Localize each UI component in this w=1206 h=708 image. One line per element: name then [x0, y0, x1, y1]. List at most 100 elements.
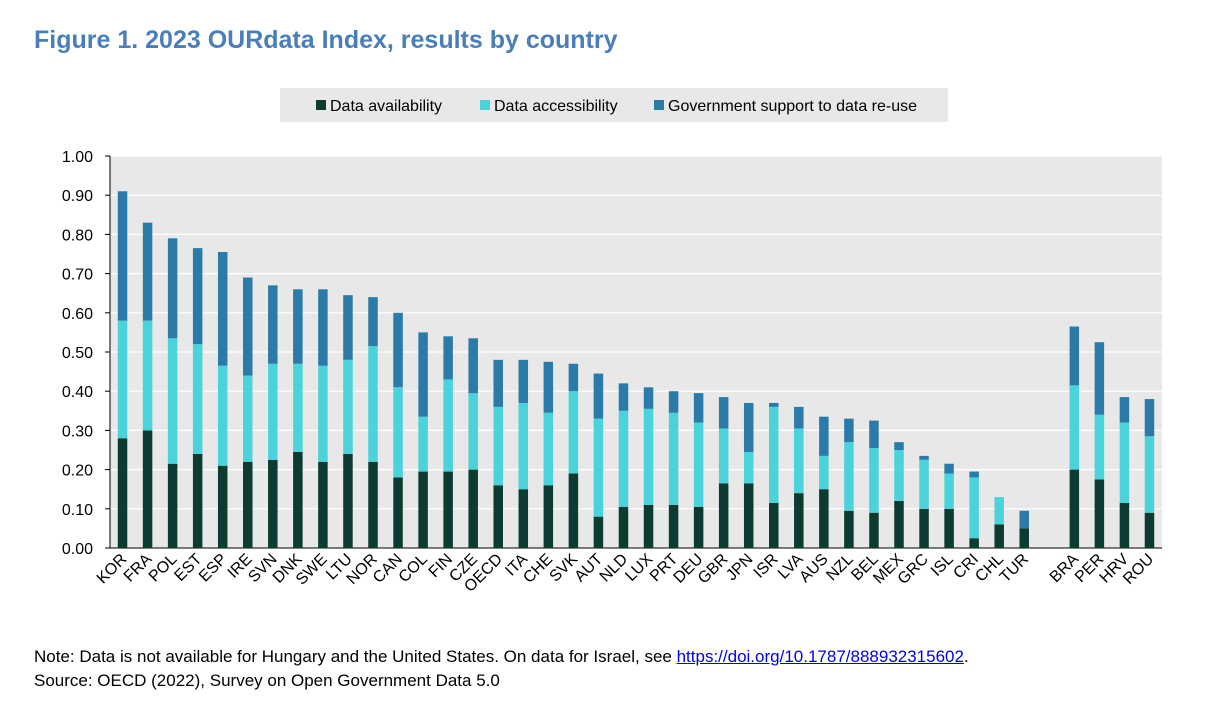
- notes: Note: Data is not available for Hungary …: [34, 645, 969, 693]
- bar-segment-che-support: [543, 361, 554, 413]
- y-tick-label: 1.00: [62, 149, 93, 166]
- stacked-bar-chart: Data availability Data accessibility Gover…: [62, 88, 1162, 596]
- y-tick-label: 0.60: [62, 306, 93, 323]
- bar-segment-svn-support: [268, 285, 278, 364]
- bar-segment-hrv-accessibility: [1119, 422, 1130, 503]
- bar-segment-gbr-availability: [718, 483, 729, 548]
- bar-segment-cze-support: [468, 338, 478, 394]
- legend: Data availability Data accessibility Gover…: [280, 88, 948, 122]
- bar-segment-svk-accessibility: [568, 391, 579, 474]
- bar-segment-svk-support: [568, 363, 579, 392]
- bar-segment-dnk-availability: [293, 451, 303, 548]
- legend-swatch-availability: [316, 100, 326, 110]
- bar-segment-bel-accessibility: [869, 448, 879, 513]
- bar-segment-svn-availability: [268, 459, 278, 548]
- bar-segment-bra-availability: [1069, 469, 1080, 548]
- bar-segment-ita-accessibility: [518, 402, 529, 490]
- bar-segment-oecd-availability: [493, 485, 503, 548]
- bar-segment-fin-support: [443, 336, 453, 380]
- bar-segment-pol-accessibility: [167, 338, 178, 464]
- bar-segment-cri-accessibility: [969, 477, 979, 539]
- bar-segment-pol-availability: [167, 463, 178, 548]
- bar-segment-lva-support: [794, 406, 804, 429]
- bar-segment-tur-support: [1019, 510, 1029, 529]
- bar-segment-lva-availability: [794, 493, 804, 548]
- bar-segment-can-support: [393, 312, 403, 388]
- bar-segment-cze-availability: [468, 469, 478, 548]
- legend-label: Government support to data re-use: [668, 98, 917, 115]
- bar-segment-ltu-availability: [343, 453, 353, 548]
- plot-area: 0.00 0.10 0.20 0.30 0.40 0.50 0.60 0.70 0.80 0.90…: [62, 149, 1162, 596]
- bar-segment-aut-support: [593, 373, 604, 419]
- y-tick-label: 0.90: [62, 188, 93, 205]
- bar-segment-deu-availability: [693, 506, 704, 548]
- bar-segment-prt-accessibility: [668, 412, 679, 505]
- bar-segment-oecd-support: [493, 359, 503, 407]
- bar-segment-bel-support: [869, 420, 879, 449]
- y-tick-label: 0.10: [62, 502, 93, 519]
- bar-segment-ltu-accessibility: [343, 359, 353, 454]
- bar-segment-mex-availability: [894, 500, 904, 548]
- note-text: Note: Data is not available for Hungary …: [34, 647, 677, 666]
- bar-segment-isl-accessibility: [944, 473, 954, 509]
- legend-label: Data accessibility: [494, 98, 618, 115]
- bar-segment-che-accessibility: [543, 412, 554, 486]
- bar-segment-hrv-support: [1119, 397, 1130, 423]
- bar-segment-prt-support: [668, 391, 679, 413]
- y-tick-label: 0.80: [62, 227, 93, 244]
- bar-segment-esp-support: [217, 252, 228, 366]
- bar-segment-ire-accessibility: [243, 375, 253, 462]
- x-tick-label: ISR: [751, 551, 782, 582]
- bar-segment-kor-support: [117, 191, 128, 321]
- x-tick-label: TUR: [997, 551, 1032, 586]
- bar-segment-jpn-accessibility: [743, 451, 754, 484]
- legend-label: Data availability: [330, 98, 442, 115]
- bar-segment-jpn-support: [743, 402, 754, 452]
- bar-segment-cze-accessibility: [468, 393, 478, 470]
- bar-segment-gbr-support: [718, 397, 729, 429]
- bar-segment-jpn-availability: [743, 483, 754, 548]
- bar-segment-lux-support: [643, 387, 654, 409]
- bar-segment-can-accessibility: [393, 387, 403, 478]
- bar-segment-est-accessibility: [192, 344, 203, 454]
- bar-segment-lux-availability: [643, 504, 654, 548]
- bar-segment-prt-availability: [668, 504, 679, 548]
- bar-segment-col-availability: [418, 471, 428, 548]
- bar-segment-grc-accessibility: [919, 459, 929, 509]
- bar-segment-aus-accessibility: [819, 455, 829, 490]
- bar-segment-lva-accessibility: [794, 428, 804, 494]
- note-suffix: .: [963, 647, 969, 666]
- bar-segment-mex-accessibility: [894, 450, 904, 501]
- legend-swatch-accessibility: [480, 100, 490, 110]
- bar-segment-hrv-availability: [1119, 502, 1130, 548]
- bar-segment-col-accessibility: [418, 416, 428, 472]
- bar-segment-nld-availability: [618, 506, 629, 548]
- bar-segment-mex-support: [894, 442, 904, 450]
- bar-segment-nzl-availability: [844, 510, 854, 548]
- bar-segment-isl-availability: [944, 508, 954, 548]
- bar-segment-nor-availability: [368, 461, 378, 548]
- bar-segment-fin-availability: [443, 471, 453, 548]
- bar-segment-svn-accessibility: [268, 363, 278, 460]
- bar-segment-aut-accessibility: [593, 418, 604, 517]
- bar-segment-esp-accessibility: [217, 365, 228, 466]
- bar-segment-nor-support: [368, 297, 378, 347]
- bar-segment-ita-availability: [518, 489, 529, 548]
- bar-segment-kor-accessibility: [117, 320, 128, 439]
- doi-link[interactable]: https://doi.org/10.1787/888932315602: [676, 647, 964, 666]
- bar-segment-deu-accessibility: [693, 422, 704, 507]
- bar-segment-isr-accessibility: [769, 406, 779, 503]
- bar-segment-oecd-accessibility: [493, 406, 503, 486]
- bar-segment-nld-support: [618, 383, 629, 411]
- bar-segment-aus-availability: [819, 489, 829, 548]
- bar-segment-che-availability: [543, 485, 554, 548]
- bar-segment-fra-availability: [142, 430, 153, 548]
- bar-segment-dnk-support: [293, 289, 303, 364]
- y-tick-label: 0.30: [62, 423, 93, 440]
- bar-segment-swe-availability: [318, 461, 328, 548]
- bar-segment-pol-support: [167, 238, 178, 339]
- bar-segment-aus-support: [819, 416, 829, 456]
- legend-swatch-support: [654, 100, 664, 110]
- bar-segment-nzl-accessibility: [844, 442, 854, 511]
- bar-segment-lux-accessibility: [643, 408, 654, 505]
